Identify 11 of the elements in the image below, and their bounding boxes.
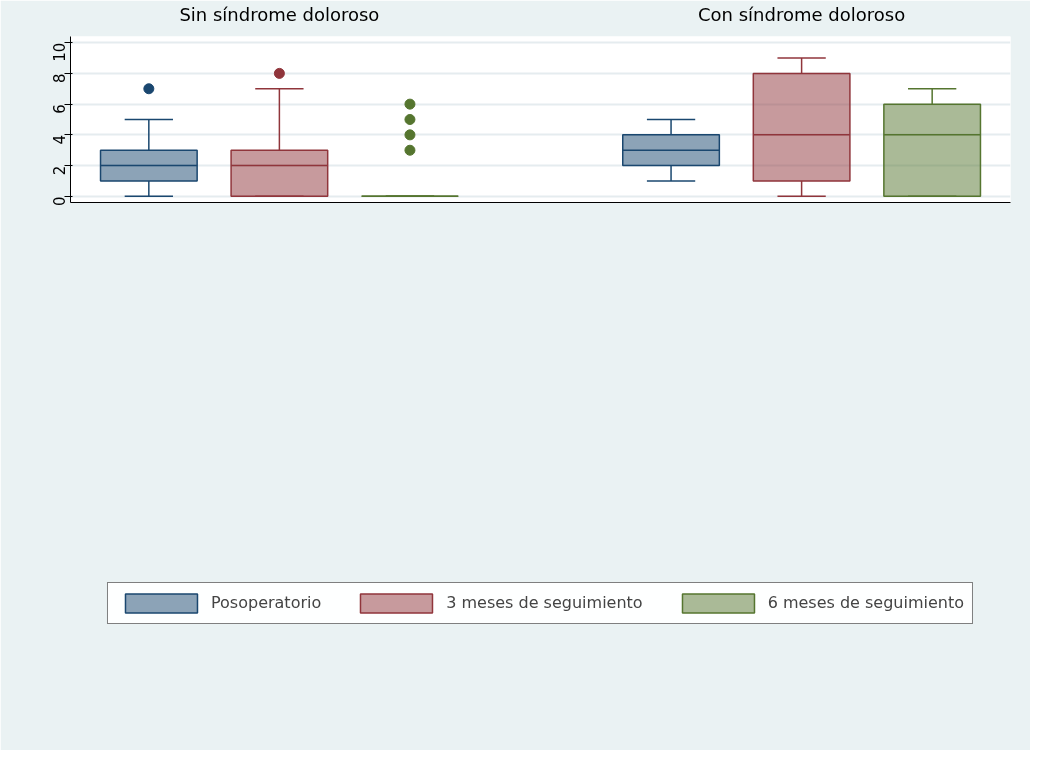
legend-label: 6 meses de seguimiento — [767, 593, 965, 612]
legend-label: 3 meses de seguimiento — [446, 593, 643, 612]
y-tick-label: 8 — [51, 73, 70, 83]
legend-label: Posoperatorio — [210, 593, 322, 612]
y-tick-label: 10 — [51, 42, 70, 62]
y-tick-label: 0 — [51, 196, 70, 206]
y-tick-label: 6 — [51, 104, 70, 114]
x-tick-label: Con síndrome doloroso — [698, 3, 906, 25]
y-tick-label: 4 — [51, 134, 70, 145]
x-tick-label: Sin síndrome doloroso — [179, 3, 380, 25]
y-tick-label: 2 — [51, 165, 70, 176]
